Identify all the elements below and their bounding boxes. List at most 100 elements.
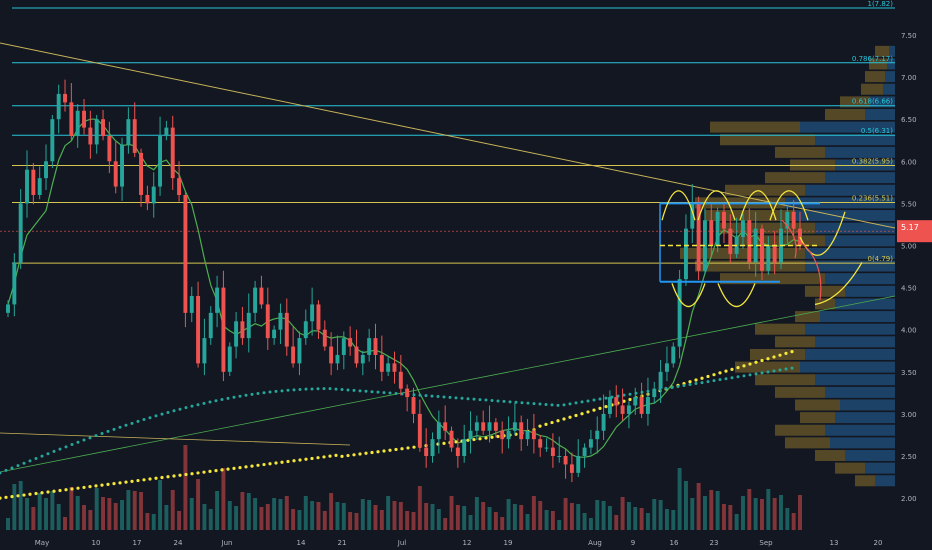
ma-long-dot — [0, 496, 2, 500]
candle-body — [37, 178, 42, 195]
ma-mid-dot — [484, 398, 488, 402]
ma-long-dot — [154, 476, 158, 480]
ma-mid-dot — [790, 366, 794, 370]
ma-mid-dot — [0, 471, 2, 475]
ma-long-dot — [202, 470, 206, 474]
volume-profile-bar-up — [835, 298, 895, 310]
volume-bar — [240, 492, 245, 530]
volume-bar — [538, 501, 543, 530]
volume-bar — [354, 513, 359, 530]
ma-long-dot — [592, 408, 596, 412]
volume-bar — [202, 504, 207, 530]
candle-body — [747, 220, 752, 263]
y-tick-label: 2.00 — [901, 495, 917, 503]
candle-body — [474, 422, 479, 431]
candle-body — [348, 338, 353, 347]
ma-mid-dot — [10, 466, 14, 470]
volume-bar — [113, 503, 118, 530]
candle-body — [430, 439, 435, 456]
ma-long-dot — [256, 463, 260, 467]
candle-body — [379, 354, 384, 372]
volume-bar — [664, 509, 669, 530]
ma-mid-dot — [676, 384, 680, 388]
volume-profile-bar-up — [865, 108, 895, 120]
volume-bar — [379, 510, 384, 530]
ma-mid-dot — [466, 397, 470, 401]
ma-long-dot — [718, 371, 722, 375]
ma-mid-dot — [244, 393, 248, 397]
ma-long-dot — [112, 482, 116, 486]
candle-body — [265, 304, 270, 339]
ma-long-dot — [46, 490, 50, 494]
ma-long-dot — [214, 469, 218, 473]
candle-body — [525, 430, 530, 440]
candle-body — [310, 304, 315, 322]
ma-mid-dot — [706, 380, 710, 384]
candle-body — [569, 464, 574, 473]
ma-long-dot — [406, 446, 410, 450]
ma-mid-dot — [316, 387, 320, 391]
candle-body — [44, 161, 48, 179]
y-tick-label: 2.50 — [901, 453, 917, 461]
candle-body — [557, 456, 562, 457]
ma-long-dot — [712, 373, 716, 377]
ma-mid-dot — [430, 394, 434, 398]
volume-bar — [468, 515, 473, 530]
volume-bar — [63, 517, 67, 530]
ma-long-dot — [742, 364, 746, 368]
ma-long-dot — [82, 485, 86, 490]
ma-long-dot — [70, 487, 74, 491]
volume-bar — [500, 517, 505, 530]
candle-body — [411, 397, 416, 414]
volume-profile-bar-up — [830, 437, 895, 449]
y-tick-label: 4.00 — [901, 327, 917, 335]
volume-bar — [278, 499, 283, 530]
ma-mid-dot — [784, 367, 788, 371]
volume-bar — [151, 514, 156, 530]
ma-long-dot — [130, 479, 134, 483]
volume-bar — [474, 497, 479, 530]
lower-arc — [717, 283, 756, 307]
x-tick-label: 17 — [133, 539, 142, 547]
volume-profile-bar-up — [825, 386, 895, 398]
volume-profile-bar-down — [720, 273, 825, 285]
ma-mid-dot — [238, 394, 242, 398]
ma-long-dot — [604, 404, 608, 409]
x-tick-label: 13 — [830, 539, 839, 547]
volume-bar — [760, 499, 764, 530]
candle-body — [519, 422, 524, 440]
volume-bar — [82, 505, 86, 530]
volume-profile-bar-down — [680, 247, 805, 259]
fib-level-label: 1(7.82) — [867, 0, 893, 8]
ma-mid-dot — [754, 372, 758, 376]
candle-body — [360, 354, 365, 364]
volume-bar — [519, 505, 524, 530]
volume-profile-bar-up — [889, 45, 895, 57]
candle-body — [772, 245, 777, 263]
ma-mid-dot — [478, 398, 482, 402]
ma-mid-dot — [730, 376, 734, 380]
volume-profile-bar-up — [825, 172, 895, 184]
candle-body — [405, 388, 410, 398]
volume-profile-bar-up — [795, 210, 895, 222]
candle-body — [367, 338, 372, 355]
ma-mid-dot — [544, 402, 548, 406]
ma-long-dot — [394, 447, 398, 452]
ma-mid-dot — [118, 425, 122, 429]
candle-body — [329, 346, 334, 364]
candle-body — [722, 211, 726, 229]
candle-body — [354, 346, 359, 364]
candle-body — [639, 397, 644, 414]
volume-profile-bar-down — [775, 386, 825, 398]
ma-mid-dot — [346, 388, 350, 392]
volume-bar — [25, 498, 29, 530]
ma-mid-dot — [586, 399, 590, 403]
ma-mid-dot — [694, 382, 698, 386]
ma-long-dot — [700, 376, 704, 380]
candle-body — [253, 287, 258, 313]
trend-line-down — [0, 42, 896, 229]
ma-long-dot — [544, 422, 548, 426]
ma-long-dot — [784, 351, 788, 356]
